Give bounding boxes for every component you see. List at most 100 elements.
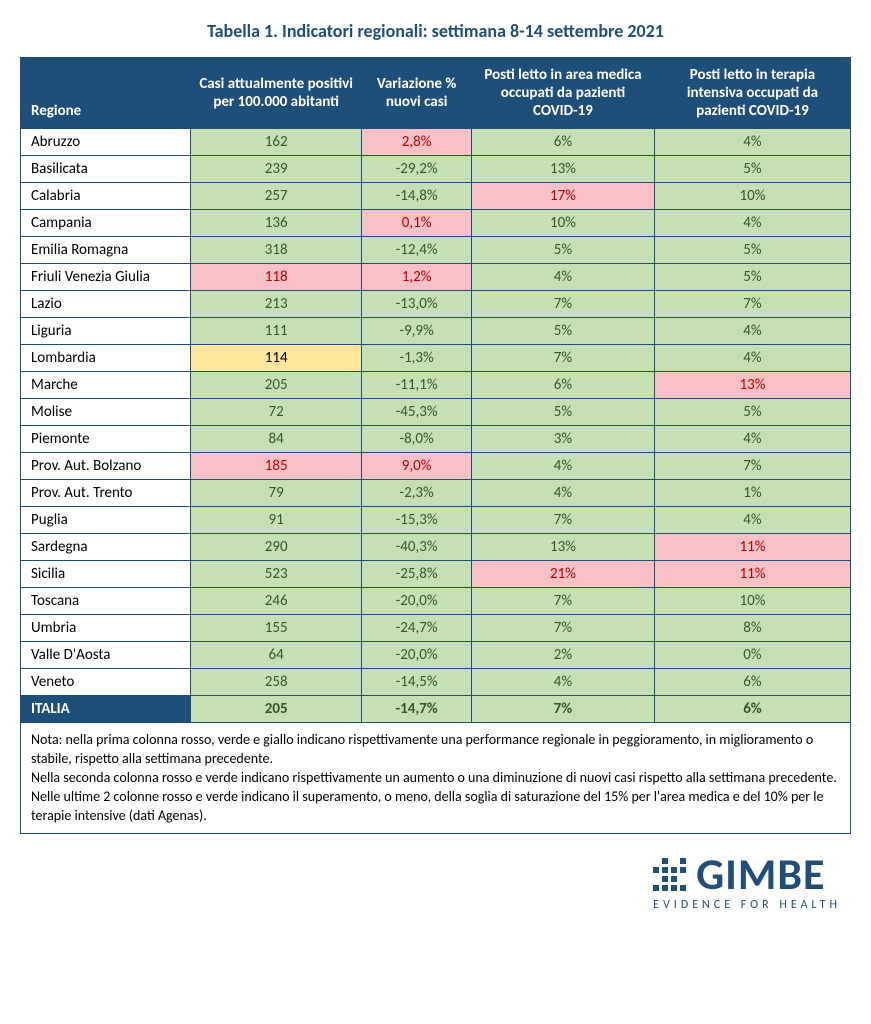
table-row: Lombardia114-1,3%7%4% (21, 345, 851, 372)
data-cell: 1% (654, 480, 850, 507)
table-row: Campania1360,1%10%4% (21, 210, 851, 237)
total-data-cell: 6% (654, 696, 850, 723)
column-header: Casi attualmente positivi per 100.000 ab… (191, 58, 362, 129)
data-cell: 7% (471, 507, 654, 534)
column-header: Regione (21, 58, 191, 129)
region-name-cell: Lombardia (21, 345, 191, 372)
data-cell: 0,1% (362, 210, 472, 237)
table-row: Prov. Aut. Bolzano1859,0%4%7% (21, 453, 851, 480)
data-cell: 2,8% (362, 129, 472, 156)
data-cell: 13% (654, 372, 850, 399)
region-name-cell: Emilia Romagna (21, 237, 191, 264)
table-row: Toscana246-20,0%7%10% (21, 588, 851, 615)
region-name-cell: Campania (21, 210, 191, 237)
data-cell: 7% (471, 345, 654, 372)
data-cell: 155 (191, 615, 362, 642)
data-cell: 64 (191, 642, 362, 669)
region-name-cell: Lazio (21, 291, 191, 318)
gimbe-logo: GIMBE EVIDENCE FOR HEALTH (653, 852, 841, 912)
region-name-cell: Abruzzo (21, 129, 191, 156)
data-cell: 8% (654, 615, 850, 642)
data-cell: 72 (191, 399, 362, 426)
table-row: Abruzzo1622,8%6%4% (21, 129, 851, 156)
data-cell: 4% (471, 264, 654, 291)
table-row: Valle D'Aosta64-20,0%2%0% (21, 642, 851, 669)
data-cell: 257 (191, 183, 362, 210)
logo-subtitle: EVIDENCE FOR HEALTH (653, 898, 841, 912)
data-cell: 4% (654, 345, 850, 372)
data-cell: 4% (471, 669, 654, 696)
data-cell: 10% (654, 183, 850, 210)
region-name-cell: Piemonte (21, 426, 191, 453)
data-cell: 258 (191, 669, 362, 696)
table-row: Marche205-11,1%6%13% (21, 372, 851, 399)
data-cell: 13% (471, 156, 654, 183)
table-title: Tabella 1. Indicatori regionali: settima… (20, 20, 851, 42)
data-cell: 523 (191, 561, 362, 588)
data-cell: 5% (654, 264, 850, 291)
region-name-cell: Prov. Aut. Bolzano (21, 453, 191, 480)
data-cell: 6% (471, 129, 654, 156)
region-name-cell: Basilicata (21, 156, 191, 183)
data-cell: -20,0% (362, 588, 472, 615)
region-name-cell: Sicilia (21, 561, 191, 588)
data-cell: 2% (471, 642, 654, 669)
data-cell: -45,3% (362, 399, 472, 426)
table-body: Abruzzo1622,8%6%4%Basilicata239-29,2%13%… (21, 129, 851, 723)
data-cell: 7% (654, 453, 850, 480)
total-data-cell: 205 (191, 696, 362, 723)
data-cell: 136 (191, 210, 362, 237)
data-cell: 7% (654, 291, 850, 318)
data-cell: 162 (191, 129, 362, 156)
data-cell: -11,1% (362, 372, 472, 399)
data-cell: 4% (654, 129, 850, 156)
table-row: Basilicata239-29,2%13%5% (21, 156, 851, 183)
logo-dots-icon (653, 858, 686, 891)
data-cell: -14,5% (362, 669, 472, 696)
data-cell: -25,8% (362, 561, 472, 588)
column-header: Posti letto in area medica occupati da p… (471, 58, 654, 129)
data-cell: -24,7% (362, 615, 472, 642)
table-row: Calabria257-14,8%17%10% (21, 183, 851, 210)
data-cell: 4% (654, 507, 850, 534)
logo-container: GIMBE EVIDENCE FOR HEALTH (20, 852, 851, 913)
data-cell: 7% (471, 588, 654, 615)
regional-indicators-table: RegioneCasi attualmente positivi per 100… (20, 57, 851, 723)
data-cell: -2,3% (362, 480, 472, 507)
table-row: Emilia Romagna318-12,4%5%5% (21, 237, 851, 264)
data-cell: 9,0% (362, 453, 472, 480)
total-data-cell: -14,7% (362, 696, 472, 723)
table-row: Umbria155-24,7%7%8% (21, 615, 851, 642)
data-cell: 4% (471, 453, 654, 480)
data-cell: 10% (471, 210, 654, 237)
data-cell: -12,4% (362, 237, 472, 264)
data-cell: 114 (191, 345, 362, 372)
data-cell: 0% (654, 642, 850, 669)
data-cell: 185 (191, 453, 362, 480)
data-cell: 213 (191, 291, 362, 318)
data-cell: 4% (654, 210, 850, 237)
region-name-cell: Umbria (21, 615, 191, 642)
data-cell: 6% (471, 372, 654, 399)
column-header: Variazione % nuovi casi (362, 58, 472, 129)
region-name-cell: Friuli Venezia Giulia (21, 264, 191, 291)
region-name-cell: Marche (21, 372, 191, 399)
data-cell: 290 (191, 534, 362, 561)
data-cell: -20,0% (362, 642, 472, 669)
data-cell: 1,2% (362, 264, 472, 291)
column-header: Posti letto in terapia intensiva occupat… (654, 58, 850, 129)
table-row: Sardegna290-40,3%13%11% (21, 534, 851, 561)
region-name-cell: Molise (21, 399, 191, 426)
data-cell: 111 (191, 318, 362, 345)
data-cell: 7% (471, 291, 654, 318)
data-cell: -13,0% (362, 291, 472, 318)
data-cell: 239 (191, 156, 362, 183)
region-name-cell: Calabria (21, 183, 191, 210)
region-name-cell: Liguria (21, 318, 191, 345)
region-name-cell: Prov. Aut. Trento (21, 480, 191, 507)
data-cell: -40,3% (362, 534, 472, 561)
table-row: Veneto258-14,5%4%6% (21, 669, 851, 696)
table-header-row: RegioneCasi attualmente positivi per 100… (21, 58, 851, 129)
data-cell: 10% (654, 588, 850, 615)
data-cell: 11% (654, 534, 850, 561)
